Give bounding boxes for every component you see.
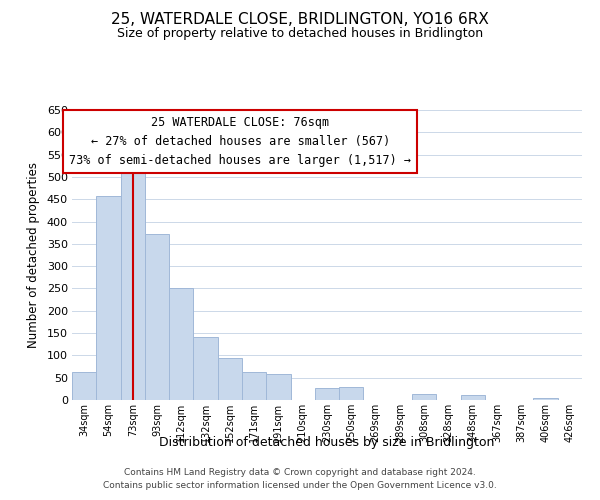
Bar (461, 395, 485, 400)
Bar (533, 398, 558, 400)
Bar (169, 288, 193, 400)
Bar (218, 358, 242, 400)
Bar (315, 388, 339, 400)
Text: Distribution of detached houses by size in Bridlington: Distribution of detached houses by size … (160, 436, 494, 449)
Text: Contains HM Land Registry data © Crown copyright and database right 2024.: Contains HM Land Registry data © Crown c… (124, 468, 476, 477)
Bar (96, 196, 121, 400)
Bar (412, 394, 436, 400)
Y-axis label: Number of detached properties: Number of detached properties (27, 162, 40, 348)
Bar (242, 372, 266, 400)
Bar (266, 374, 290, 400)
Text: Contains public sector information licensed under the Open Government Licence v3: Contains public sector information licen… (103, 480, 497, 490)
Text: 25, WATERDALE CLOSE, BRIDLINGTON, YO16 6RX: 25, WATERDALE CLOSE, BRIDLINGTON, YO16 6… (111, 12, 489, 28)
Text: 25 WATERDALE CLOSE: 76sqm
← 27% of detached houses are smaller (567)
73% of semi: 25 WATERDALE CLOSE: 76sqm ← 27% of detac… (70, 116, 412, 167)
Bar (121, 168, 145, 400)
Bar (72, 372, 96, 400)
Bar (193, 337, 218, 400)
Bar (339, 387, 364, 400)
Text: Size of property relative to detached houses in Bridlington: Size of property relative to detached ho… (117, 28, 483, 40)
Bar (145, 234, 169, 400)
